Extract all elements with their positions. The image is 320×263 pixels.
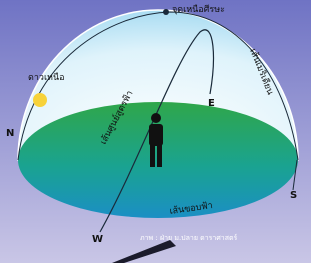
north-label: N [6,128,14,139]
polaris-star [33,93,47,107]
celestial-sphere-diagram: จุดเหนือศีรษะ ดาวเหนือ เส้นเมริเดียน เส้… [0,0,311,263]
zenith-label: จุดเหนือศีรษะ [172,4,225,15]
east-label: E [208,98,215,109]
page: จุดเหนือศีรษะ ดาวเหนือ เส้นเมริเดียน เส้… [0,0,311,263]
west-label: W [92,234,103,245]
zenith-point [163,9,169,15]
south-label: S [290,190,297,201]
polaris-label: ดาวเหนือ [28,72,65,83]
credit: ภาพ : ฝ่าย ม.ปลาย ดาราศาสตร์ [140,234,238,242]
